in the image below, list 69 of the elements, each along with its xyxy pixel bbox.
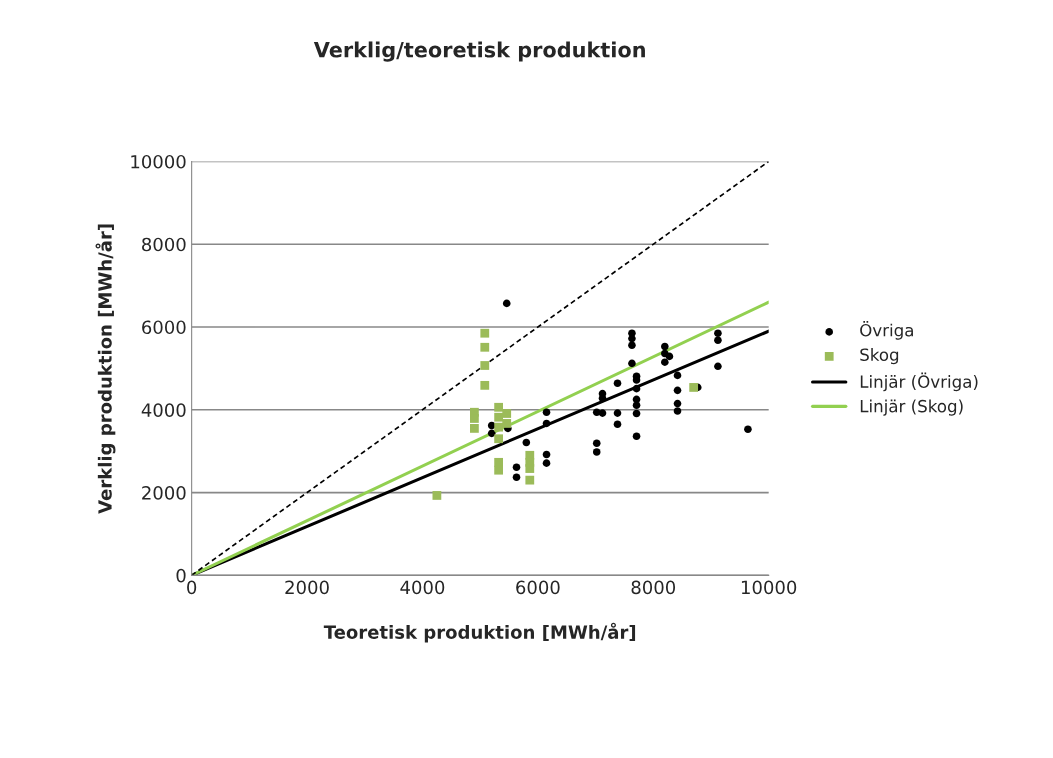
point [661, 358, 669, 366]
point [628, 359, 636, 368]
x-tick-label: 0 [187, 580, 197, 595]
point [613, 420, 622, 429]
point [480, 380, 490, 390]
point [628, 341, 636, 350]
legend-label: Linjär (Skog) [860, 399, 963, 416]
point [714, 329, 722, 338]
point [613, 409, 622, 417]
y-axis-title: Verklig produktion [MWh/år] [95, 224, 116, 514]
point [592, 439, 601, 448]
y-tick-label: 0 [176, 568, 186, 583]
point [632, 432, 641, 441]
y-tick-label: 2000 [142, 486, 186, 500]
point [714, 362, 722, 371]
point [673, 399, 682, 408]
point [522, 438, 531, 447]
point [689, 383, 699, 392]
point [632, 384, 641, 393]
point [598, 409, 607, 417]
point [744, 425, 752, 434]
point [525, 464, 535, 473]
point [542, 450, 551, 459]
point [502, 299, 511, 308]
point [494, 402, 504, 412]
point [502, 419, 512, 428]
point [494, 422, 504, 432]
point [470, 414, 479, 423]
point [494, 412, 504, 422]
point [494, 465, 504, 475]
point [512, 473, 521, 482]
point [673, 386, 682, 395]
x-tick-label: 10000 [741, 580, 797, 595]
point [432, 491, 442, 500]
x-tick-label: 6000 [516, 580, 560, 595]
point [598, 394, 607, 402]
point [480, 328, 490, 338]
point [613, 379, 622, 388]
y-tick-label: 8000 [142, 237, 186, 252]
point [665, 352, 674, 361]
point [673, 407, 682, 415]
point [494, 434, 504, 444]
y-tick-label: 4000 [141, 403, 186, 417]
x-tick-label: 2000 [285, 580, 329, 595]
legend-label: Skog [860, 348, 899, 365]
point [480, 342, 490, 352]
point [592, 448, 601, 456]
point [470, 424, 479, 433]
point [512, 463, 521, 472]
chart-title: Verklig/teoretisk produktion [313, 41, 645, 62]
point [480, 361, 490, 370]
point [632, 401, 641, 410]
point [525, 475, 535, 485]
point [632, 409, 641, 418]
point [673, 371, 682, 380]
point [661, 342, 669, 351]
point [542, 419, 551, 428]
point [714, 336, 722, 345]
x-tick-label: 4000 [400, 580, 445, 595]
y-tick-label: 6000 [142, 320, 186, 335]
y-tick-label: 10000 [131, 154, 186, 169]
x-axis-title: Teoretisk produktion [MWh/år] [323, 622, 636, 643]
point [542, 459, 551, 467]
legend-label: Linjär (Övriga) [860, 372, 978, 392]
legend-label: Övriga [860, 321, 913, 340]
x-tick-label: 8000 [631, 580, 676, 595]
point [632, 376, 641, 384]
point [502, 409, 512, 418]
point [542, 408, 551, 417]
